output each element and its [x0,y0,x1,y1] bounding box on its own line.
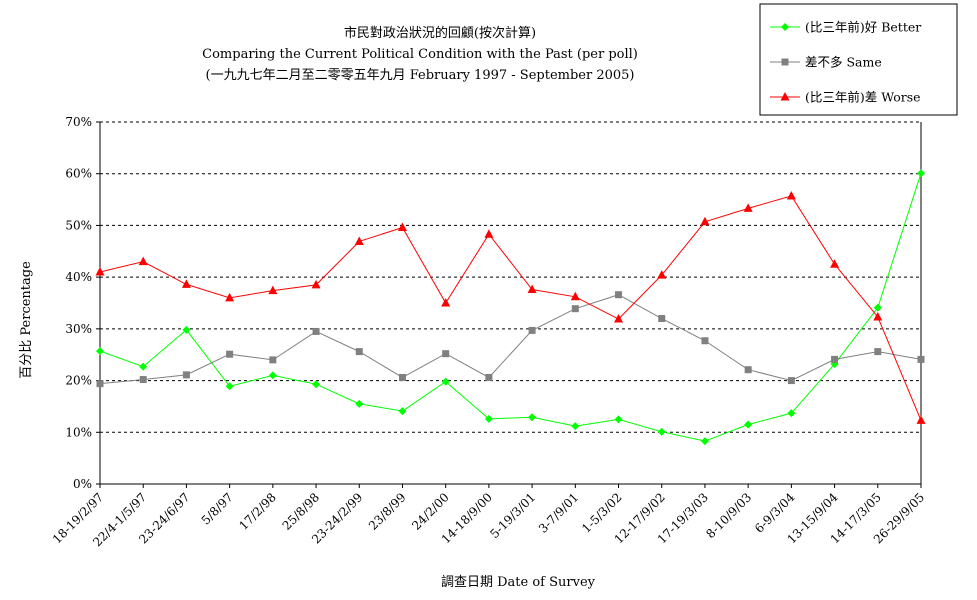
data-point-worse [614,314,624,323]
data-point-same [398,373,406,381]
data-point-worse [95,266,105,276]
legend-label-worse: (比三年前)差 Worse [805,90,921,105]
data-point-worse [527,284,537,294]
legend-marker-worse [780,92,790,101]
data-point-same [226,350,234,358]
y-tick-label: 0% [73,477,92,491]
data-point-better [139,362,148,371]
data-point-better [571,422,580,431]
y-tick-label: 70% [65,115,92,129]
data-point-worse [484,229,494,238]
data-point-same [701,337,709,345]
data-point-worse [743,203,753,212]
data-point-better [182,325,191,334]
data-point-better [268,371,277,380]
data-point-same [528,326,536,334]
x-tick-label: 23/8/99 [366,490,409,533]
series-same [96,291,925,388]
series-line-better [99,173,922,442]
y-tick-label: 50% [65,218,92,232]
chart-subtitle: Comparing the Current Political Conditio… [202,47,638,62]
data-point-better [917,169,925,178]
x-tick-label: 1-5/3/02 [579,490,624,535]
data-point-same [917,355,925,363]
x-tick-label: 25/8/98 [280,490,323,533]
data-point-same [355,348,363,356]
data-point-better [700,437,709,446]
y-axis-ticks: 0% 10% 20% 30% 40% 50% 60% 70% [65,115,100,491]
data-point-worse [138,256,148,266]
data-point-same [831,355,839,363]
data-point-worse [570,291,580,301]
data-point-worse [786,190,796,200]
series-worse [95,190,926,424]
legend: (比三年前)好 Better 差不多 Same (比三年前)差 Worse [759,3,958,116]
data-point-worse [268,285,278,295]
legend-label-better: (比三年前)好 Better [805,20,921,35]
data-point-same [874,348,882,356]
data-point-better [398,407,407,416]
data-point-same [269,356,277,364]
y-tick-label: 40% [65,270,92,284]
y-tick-label: 60% [65,167,92,181]
series-layer [95,169,926,446]
series-better [96,169,925,446]
gridlines [100,121,921,433]
data-point-worse [181,279,191,288]
legend-marker-better [781,23,789,31]
x-tick-label: 3-7/9/01 [536,490,581,535]
data-point-same [744,366,752,374]
data-point-better [614,415,623,424]
legend-label-same: 差不多 Same [805,55,882,70]
data-point-same [442,350,450,358]
data-point-same [787,377,795,385]
legend-marker-same [781,58,789,66]
y-tick-label: 10% [65,425,92,439]
x-tick-label: 17/2/98 [236,490,279,533]
data-point-worse [830,259,840,268]
data-point-same [182,371,190,379]
data-point-better [657,427,666,436]
y-tick-label: 20% [65,374,92,388]
data-point-better [96,347,104,356]
data-point-same [658,315,666,323]
data-point-worse [916,415,926,424]
data-point-same [96,380,104,388]
data-point-worse [700,216,710,226]
chart-title: 市民對政治狀況的回顧(按次計算) [344,25,536,41]
data-point-better [484,414,493,423]
data-point-better [528,413,537,422]
data-point-worse [657,270,667,279]
data-point-better [441,377,450,386]
series-line-worse [99,195,922,421]
x-tick-label: 5-19/3/01 [487,490,538,541]
x-tick-label: 24/2/00 [409,490,452,533]
data-point-same [571,305,579,313]
y-tick-label: 30% [65,322,92,336]
data-point-worse [311,279,321,289]
data-point-same [312,327,320,335]
data-point-worse [441,298,451,307]
data-point-better [873,303,882,312]
data-point-better [744,420,753,429]
y-axis-title: 百分比 Percentage [19,261,34,379]
series-line-same [99,294,922,385]
x-axis-title: 調查日期 Date of Survey [441,575,596,590]
x-tick-label: 5/8/97 [199,490,236,527]
data-point-better [312,380,321,389]
data-point-same [615,291,623,299]
data-point-better [787,409,796,418]
data-point-same [139,376,147,384]
chart-subtitle-period: (一九九七年二月至二零零五年九月 February 1997 - Septemb… [206,68,635,83]
data-point-same [485,373,493,381]
data-point-worse [354,236,364,245]
data-point-better [225,382,234,391]
x-tick-label: 8-10/9/03 [703,490,754,541]
data-point-worse [225,292,235,302]
data-point-worse [873,311,883,321]
data-point-better [355,399,364,408]
data-point-worse [397,222,407,231]
